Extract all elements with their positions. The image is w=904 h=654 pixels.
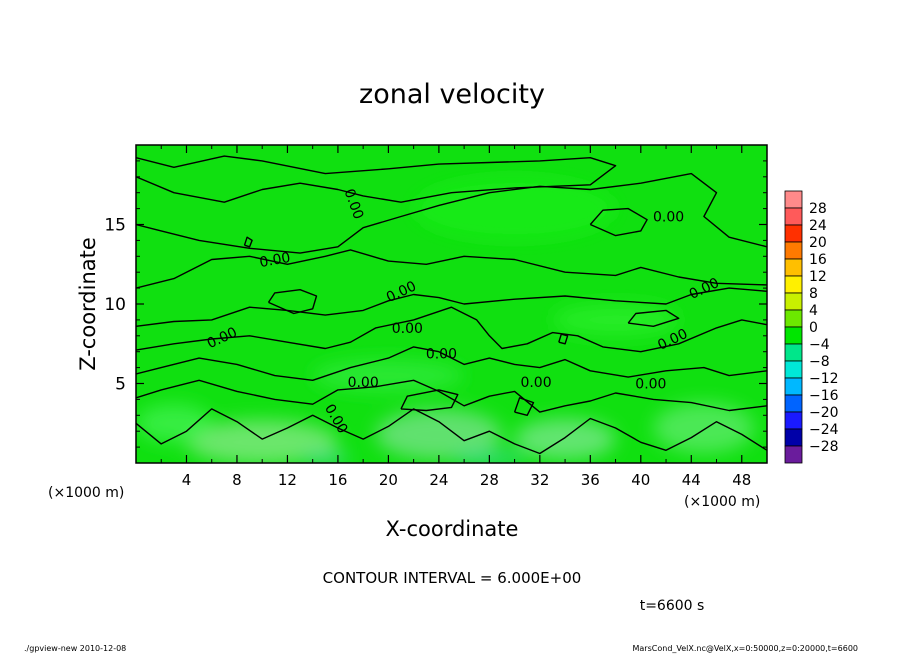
- contour-label: 0.00: [348, 375, 379, 391]
- contour-line: [267, 289, 318, 315]
- colorbar-swatch: [784, 428, 803, 447]
- colorbar-swatch: [784, 241, 803, 260]
- colorbar-tick-label: −20: [809, 405, 839, 421]
- contour-line: [136, 155, 617, 203]
- contour-label: 0.00: [520, 375, 551, 391]
- colorbar-tick-label: 16: [809, 252, 827, 268]
- colorbar-swatch: [784, 343, 803, 362]
- x-axis-unit-right: (×1000 m): [684, 494, 760, 510]
- contour-line: [400, 389, 459, 412]
- contour-label: 0.00: [392, 321, 423, 337]
- x-tick-label: 48: [732, 471, 751, 489]
- colorbar-tick-label: 20: [809, 235, 827, 251]
- colorbar-swatch: [784, 292, 803, 311]
- colorbar-tick-label: −4: [809, 337, 830, 353]
- contour-line: [136, 172, 767, 254]
- y-tick-label: 5: [115, 375, 126, 395]
- contour-line: [136, 249, 767, 289]
- colorbar-swatch: [784, 360, 803, 379]
- y-axis-ticks: 5 10 15: [104, 160, 767, 448]
- colorbar-tick-label: −8: [809, 354, 830, 370]
- contour-label: 0.00: [258, 250, 291, 271]
- x-tick-label: 40: [631, 471, 650, 489]
- x-axis-label: X-coordinate: [386, 517, 519, 541]
- x-tick-label: 16: [328, 471, 347, 489]
- contour-line: [136, 346, 767, 381]
- colorbar-swatch: [784, 309, 803, 328]
- colorbar-swatch: [784, 207, 803, 226]
- contour-line: [136, 306, 767, 353]
- colorbar-tick-label: 28: [809, 201, 827, 217]
- colorbar-tick-label: −24: [809, 422, 839, 438]
- colorbar-swatch: [784, 190, 803, 209]
- colorbar-tick-label: −12: [809, 371, 839, 387]
- field-patch: [514, 418, 616, 460]
- colorbar-swatches: [784, 190, 803, 464]
- colorbar-swatch: [784, 326, 803, 345]
- footer-right: MarsCond_VelX.nc@VelX,x=0:50000,z=0:2000…: [633, 644, 859, 653]
- colorbar-tick-label: 4: [809, 303, 818, 319]
- y-tick-label: 15: [104, 216, 126, 236]
- x-tick-label: 8: [232, 471, 242, 489]
- x-tick-label: 4: [182, 471, 192, 489]
- x-axis-unit-left: (×1000 m): [48, 485, 124, 501]
- y-tick-label: 10: [104, 295, 126, 315]
- y-axis-label: Z-coordinate: [76, 237, 100, 371]
- colorbar-swatch: [784, 445, 803, 464]
- footer-left: ./gpview-new 2010-12-08: [24, 644, 126, 653]
- colorbar-tick-label: 0: [809, 320, 818, 336]
- colorbar-swatch: [784, 377, 803, 396]
- plot-area: 0.000.000.000.00 0.000.00 0.000.000.000.00…: [135, 144, 768, 464]
- field-patch: [186, 420, 338, 463]
- time-label: t=6600 s: [640, 598, 705, 614]
- contour-interval: CONTOUR INTERVAL = 6.000E+00: [323, 569, 582, 587]
- colorbar-tick-label: −28: [809, 439, 839, 455]
- colorbar-tick-label: 24: [809, 218, 827, 234]
- field-patch: [375, 408, 502, 460]
- field-patch: [413, 176, 616, 241]
- colorbar-swatch: [784, 411, 803, 430]
- contour-line: [136, 408, 767, 455]
- contour-label: 0.00: [426, 346, 457, 362]
- contour-line: [243, 236, 253, 248]
- contour-line: [627, 309, 680, 327]
- contour-line: [136, 379, 767, 413]
- contour-label: 0.00: [635, 377, 666, 393]
- colorbar-swatch: [784, 275, 803, 294]
- x-tick-label: 44: [682, 471, 701, 489]
- field-patch: [552, 304, 679, 336]
- contour-lines: [136, 155, 767, 455]
- colorbar-tick-label: 12: [809, 269, 827, 285]
- colorbar-tick-label: 8: [809, 286, 818, 302]
- x-tick-label: 24: [429, 471, 448, 489]
- contour-line: [589, 207, 648, 237]
- contour-line: [558, 333, 569, 345]
- x-tick-label: 12: [278, 471, 297, 489]
- chart-title: zonal velocity: [359, 79, 545, 110]
- colorbar-tick-label: −16: [809, 388, 839, 404]
- x-tick-label: 32: [530, 471, 549, 489]
- x-tick-label: 20: [379, 471, 398, 489]
- x-tick-label: 36: [581, 471, 600, 489]
- contour-line: [136, 287, 767, 327]
- contour-label: 0.00: [653, 210, 684, 226]
- x-axis-ticks: 4 8 12 16 20 24 28 32 36 40 44 48: [160, 145, 751, 489]
- field-patch: [312, 359, 465, 392]
- colorbar-swatch: [784, 394, 803, 413]
- contour-line: [513, 397, 535, 416]
- colorbar-swatch: [784, 224, 803, 243]
- field-patch: [136, 404, 212, 443]
- field-patch: [653, 402, 755, 454]
- x-tick-label: 28: [480, 471, 499, 489]
- colorbar-swatch: [784, 258, 803, 277]
